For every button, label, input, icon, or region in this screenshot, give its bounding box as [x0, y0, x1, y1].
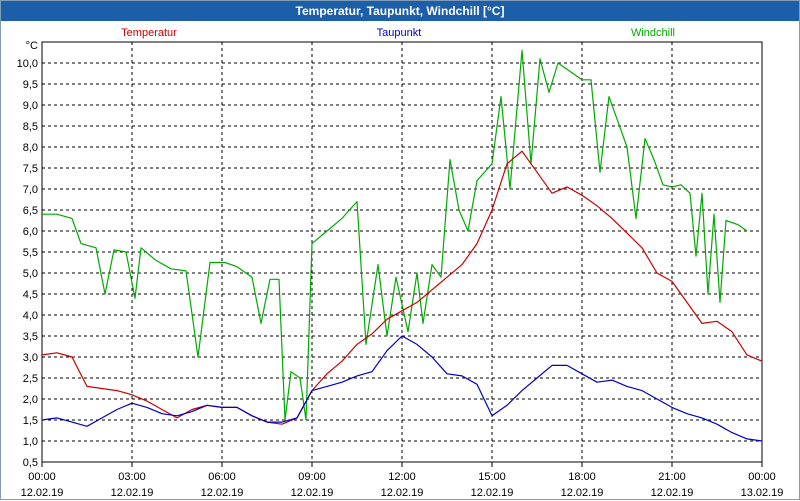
y-tick-label: 10,0 [17, 58, 38, 70]
x-tick-time: 18:00 [568, 471, 596, 483]
y-tick-label: 8,0 [23, 142, 38, 154]
x-tick-time: 21:00 [658, 471, 686, 483]
legend-temperatur: Temperatur [121, 27, 177, 39]
series-line-temperatur [41, 150, 763, 425]
plot-frame [41, 41, 763, 463]
y-tick-label: 1,0 [23, 436, 38, 448]
x-tick-time: 12:00 [388, 471, 416, 483]
y-tick-label: 9,0 [23, 100, 38, 112]
y-tick-label: 5,0 [23, 268, 38, 280]
y-tick-label: 6,0 [23, 226, 38, 238]
y-tick-label: 8,5 [23, 121, 38, 133]
series-line-windchill [42, 49, 748, 421]
x-tick-time: 00:00 [28, 471, 56, 483]
legend-windchill: Windchill [631, 27, 675, 39]
y-tick-label: 2,0 [23, 394, 38, 406]
y-tick-label: 6,5 [23, 205, 38, 217]
y-tick-label: 7,0 [23, 184, 38, 196]
y-axis-unit: °C [26, 40, 38, 52]
legend-taupunkt: Taupunkt [377, 27, 422, 39]
x-tick-date: 12.02.19 [111, 487, 154, 499]
y-tick-label: 5,5 [23, 247, 38, 259]
y-tick-label: 3,0 [23, 352, 38, 364]
x-tick-time: 00:00 [748, 471, 776, 483]
y-tick-label: 3,5 [23, 331, 38, 343]
x-tick-date: 12.02.19 [201, 487, 244, 499]
y-tick-label: 4,0 [23, 310, 38, 322]
y-tick-label: 4,5 [23, 289, 38, 301]
x-tick-time: 03:00 [118, 471, 146, 483]
y-tick-label: 2,5 [23, 373, 38, 385]
x-tick-date: 12.02.19 [21, 487, 64, 499]
x-tick-time: 15:00 [478, 471, 506, 483]
series-line-taupunkt [41, 335, 763, 442]
x-tick-time: 09:00 [298, 471, 326, 483]
x-tick-date: 12.02.19 [561, 487, 604, 499]
y-tick-label: 9,5 [23, 79, 38, 91]
x-tick-date: 12.02.19 [291, 487, 334, 499]
y-tick-label: 7,5 [23, 163, 38, 175]
x-tick-date: 12.02.19 [471, 487, 514, 499]
y-tick-label: 1,5 [23, 415, 38, 427]
x-tick-time: 06:00 [208, 471, 236, 483]
x-tick-date: 12.02.19 [381, 487, 424, 499]
x-tick-date: 13.02.19 [741, 487, 784, 499]
y-tick-label: 0,5 [23, 457, 38, 469]
x-tick-date: 12.02.19 [651, 487, 694, 499]
window-title: Temperatur, Taupunkt, Windchill [°C] [1, 1, 799, 21]
